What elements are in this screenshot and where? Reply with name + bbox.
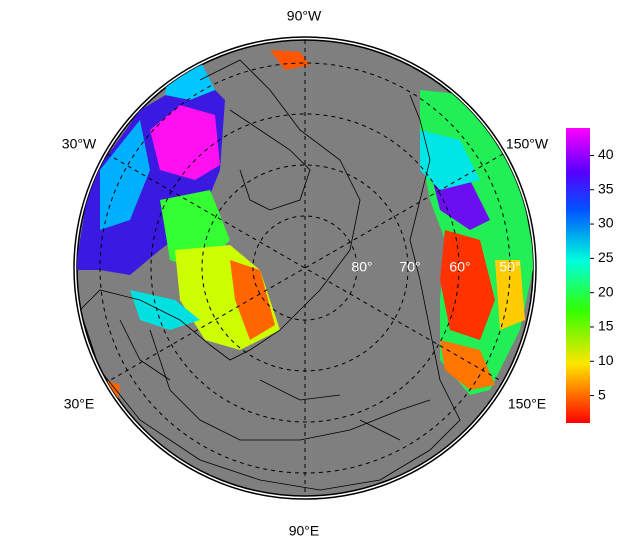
latitude-label: 60° bbox=[449, 259, 470, 275]
colorbar-tick-label: 25 bbox=[598, 249, 614, 265]
colorbar-tick-label: 40 bbox=[598, 146, 614, 162]
colorbar-tick-label: 20 bbox=[598, 283, 614, 299]
latitude-label: 50° bbox=[499, 259, 520, 275]
longitude-label: 150°E bbox=[508, 396, 546, 412]
graticule bbox=[99, 40, 511, 496]
longitude-label: 90°W bbox=[287, 8, 322, 24]
data-field bbox=[77, 50, 533, 491]
longitude-label: 90°E bbox=[289, 523, 320, 539]
colorbar-tick-label: 5 bbox=[598, 386, 606, 402]
colorbar-tick-label: 30 bbox=[598, 215, 614, 231]
longitude-label: 30°W bbox=[62, 136, 97, 152]
colorbar-tick-label: 10 bbox=[598, 352, 614, 368]
colorbar-tick-label: 35 bbox=[598, 180, 614, 196]
longitude-label: 150°W bbox=[506, 136, 549, 152]
map-disk bbox=[73, 36, 537, 500]
colorbar-tick-label: 15 bbox=[598, 318, 614, 334]
latitude-label: 80° bbox=[351, 259, 372, 275]
colorbar bbox=[566, 128, 590, 423]
longitude-label: 30°E bbox=[64, 396, 95, 412]
latitude-label: 70° bbox=[399, 259, 420, 275]
